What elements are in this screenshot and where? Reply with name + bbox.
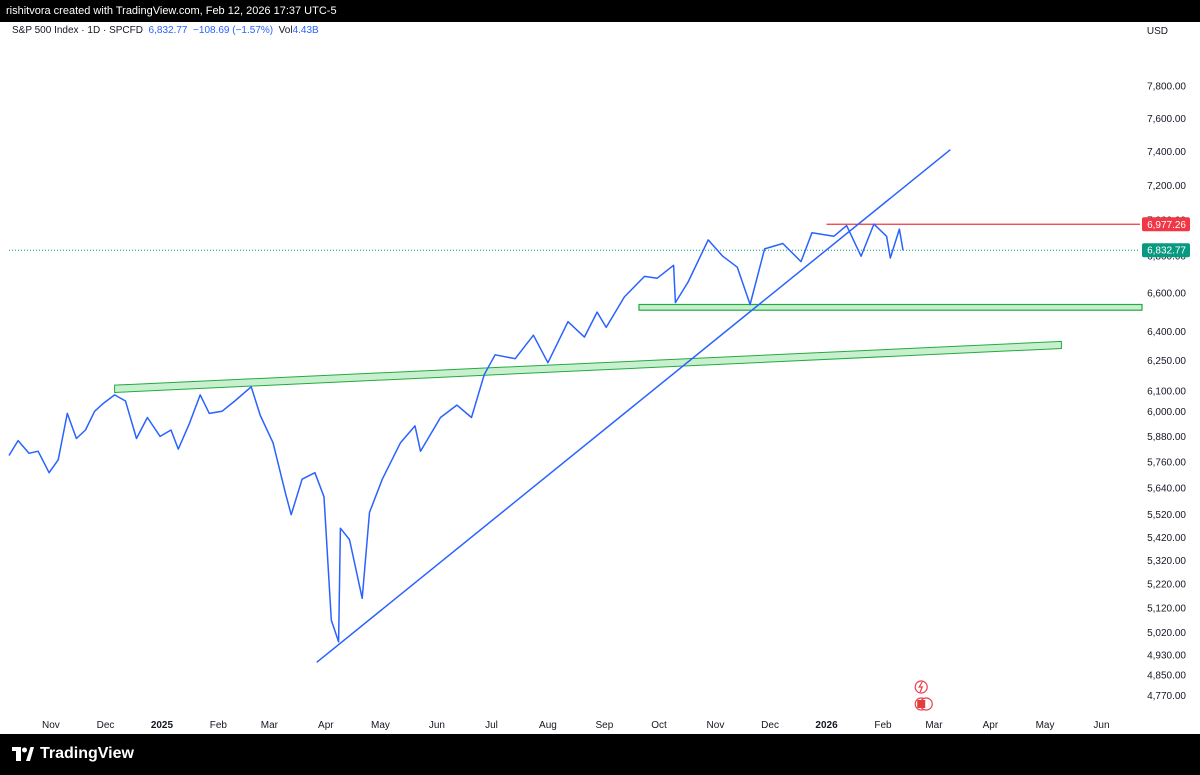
attribution-bar: rishitvora created with TradingView.com,… [0,0,1200,22]
y-tick-label: 5,220.00 [1147,579,1186,590]
y-tick-label: 6,600.00 [1147,289,1186,300]
brand-bar: TradingView [0,734,1200,775]
y-tick-label: 6,250.00 [1147,356,1186,367]
y-tick-label: 7,200.00 [1147,181,1186,192]
x-tick-label: Oct [651,720,667,731]
x-tick-label: 2026 [815,720,838,731]
x-tick-label: Mar [925,720,943,731]
y-tick-label: 5,760.00 [1147,457,1186,468]
x-tick-label: Dec [761,720,779,731]
price-chart[interactable]: 7,800.007,600.007,400.007,200.007,000.00… [0,22,1200,734]
y-tick-label: 5,880.00 [1147,432,1186,443]
x-tick-label: Jun [1093,720,1109,731]
y-tick-label: 4,930.00 [1147,650,1186,661]
x-tick-label: Nov [707,720,725,731]
x-tick-label: May [1036,720,1055,731]
lightning-icon [918,681,924,693]
x-tick-label: May [371,720,390,731]
y-tick-label: 4,850.00 [1147,671,1186,682]
y-tick-label: 5,320.00 [1147,556,1186,567]
rising-channel [114,340,1062,393]
last-price-tag [1142,243,1190,258]
symbol-legend: S&P 500 Index · 1D · SPCFD 6,832.77 −108… [12,25,319,36]
y-tick-label: 5,640.00 [1147,484,1186,495]
last-price-value: 6,832.77 [148,25,188,36]
x-tick-label: Jul [485,720,498,731]
x-tick-label: Apr [983,720,999,731]
tradingview-logo-icon [12,747,34,761]
trendline [316,149,951,663]
y-tick-label: 5,520.00 [1147,510,1186,521]
x-tick-label: Sep [595,720,613,731]
y-tick-label: 6,400.00 [1147,327,1186,338]
y-tick-label: 7,800.00 [1147,82,1186,93]
currency-label[interactable]: USD [1146,26,1168,37]
chart-panel[interactable]: 7,800.007,600.007,400.007,200.007,000.00… [0,22,1200,734]
y-tick-label: 5,020.00 [1147,628,1186,639]
x-tick-label: 2025 [151,720,174,731]
last-price-tag-label: 6,832.77 [1147,246,1186,257]
resistance-price-tag-label: 6,977.26 [1147,220,1186,231]
price-line [8,223,904,643]
support-zone [638,303,1143,311]
price-change-value: −108.69 (−1.57%) [193,25,274,36]
volume-label: Vol [278,25,293,36]
y-tick-label: 7,400.00 [1147,147,1186,158]
x-tick-label: Jun [429,720,445,731]
y-tick-label: 4,770.00 [1147,691,1186,702]
x-tick-label: Nov [42,720,60,731]
y-tick-label: 5,420.00 [1147,533,1186,544]
symbol-name[interactable]: S&P 500 Index · 1D · SPCFD [12,25,143,36]
resistance-price-tag [1142,217,1190,232]
y-tick-label: 7,600.00 [1147,114,1186,125]
x-tick-label: Feb [210,720,228,731]
y-tick-label: 5,120.00 [1147,603,1186,614]
x-tick-label: Feb [874,720,892,731]
volume-value: 4.43B [292,25,319,36]
x-tick-label: Mar [261,720,279,731]
brand-name: TradingView [40,745,134,762]
us-flag-icon [917,700,926,708]
x-tick-label: Apr [318,720,334,731]
tradingview-logo[interactable]: TradingView [12,745,134,763]
attribution-text: rishitvora created with TradingView.com,… [6,5,337,17]
y-tick-label: 6,000.00 [1147,407,1186,418]
x-tick-label: Dec [97,720,115,731]
y-tick-label: 6,100.00 [1147,386,1186,397]
x-tick-label: Aug [539,720,557,731]
